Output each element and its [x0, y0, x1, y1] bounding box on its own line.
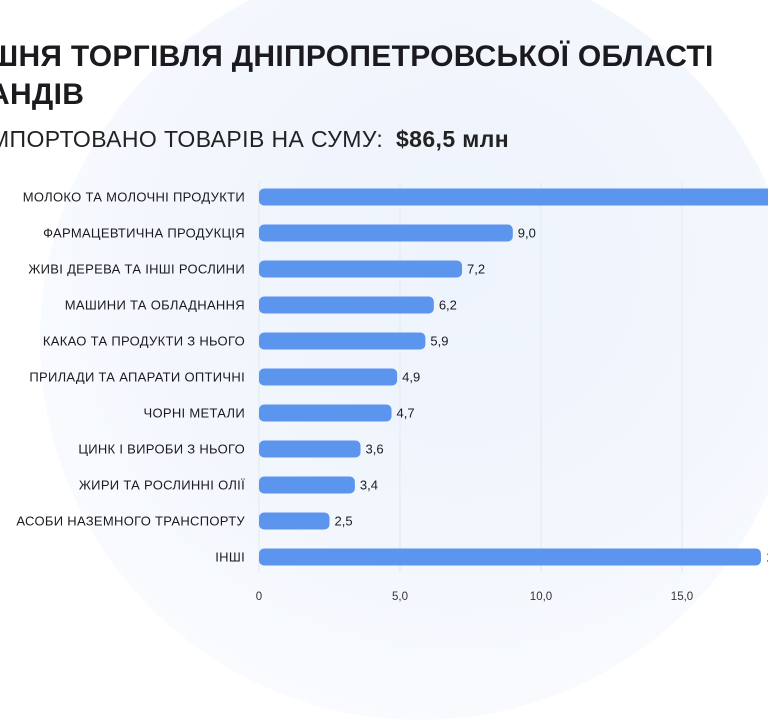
- bar: [259, 260, 463, 278]
- category-label: ІНШІ: [215, 550, 245, 565]
- subtitle-amount: $86,5 млн: [395, 126, 510, 152]
- category-label: ПРИЛАДИ ТА АПАРАТИ ОПТИЧНІ: [29, 370, 245, 385]
- value-label: 4,9: [402, 370, 420, 385]
- category-label: МАШИНИ ТА ОБЛАДНАННЯ: [65, 298, 245, 313]
- value-label: 9,0: [518, 226, 536, 241]
- bar: [259, 332, 426, 350]
- page-title: ШНЯ ТОРГІВЛЯ ДНІПРОПЕТРОВСЬКОЇ ОБЛАСТІ А…: [0, 38, 768, 114]
- category-label: ЦИНК І ВИРОБИ З НЬОГО: [78, 442, 245, 457]
- value-label: 18: [766, 550, 768, 565]
- x-tick-label: 10,0: [530, 591, 552, 603]
- category-label: АСОБИ НАЗЕМНОГО ТРАНСПОРТУ: [16, 514, 245, 529]
- category-label: КАКАО ТА ПРОДУКТИ З НЬОГО: [43, 334, 245, 349]
- value-label: 3,6: [366, 442, 384, 457]
- value-label: 6,2: [439, 298, 457, 313]
- subtitle: МПОРТОВАНО ТОВАРІВ НА СУМУ: $86,5 млн: [0, 126, 509, 153]
- title-line-2: АНДІВ: [0, 78, 85, 111]
- x-tick-label: 5,0: [392, 591, 408, 603]
- value-label: 7,2: [467, 262, 485, 277]
- x-tick-label: 15,0: [671, 591, 693, 603]
- bar: [259, 548, 761, 566]
- bar: [259, 440, 361, 458]
- value-label: 5,9: [430, 334, 448, 349]
- value-label: 2,5: [335, 514, 353, 529]
- bar: [259, 296, 434, 314]
- subtitle-prefix: МПОРТОВАНО ТОВАРІВ НА СУМУ:: [0, 126, 384, 152]
- bar: [259, 404, 392, 422]
- bar: [259, 188, 768, 206]
- value-label: 3,4: [360, 478, 378, 493]
- bar: [259, 224, 513, 242]
- value-label: 4,7: [397, 406, 415, 421]
- background-circle: [40, 0, 768, 720]
- bar: [259, 512, 330, 530]
- category-label: ЧОРНІ МЕТАЛИ: [144, 406, 246, 421]
- bar: [259, 476, 355, 494]
- category-label: ФАРМАЦЕВТИЧНА ПРОДУКЦІЯ: [43, 226, 245, 241]
- category-label: МОЛОКО ТА МОЛОЧНІ ПРОДУКТИ: [23, 190, 245, 205]
- x-tick-label: 0: [256, 591, 262, 603]
- category-label: ЖИВІ ДЕРЕВА ТА ІНШІ РОСЛИНИ: [28, 262, 245, 277]
- title-line-1: ШНЯ ТОРГІВЛЯ ДНІПРОПЕТРОВСЬКОЇ ОБЛАСТІ: [0, 40, 714, 73]
- category-label: ЖИРИ ТА РОСЛИННІ ОЛІЇ: [79, 478, 245, 493]
- bar: [259, 368, 398, 386]
